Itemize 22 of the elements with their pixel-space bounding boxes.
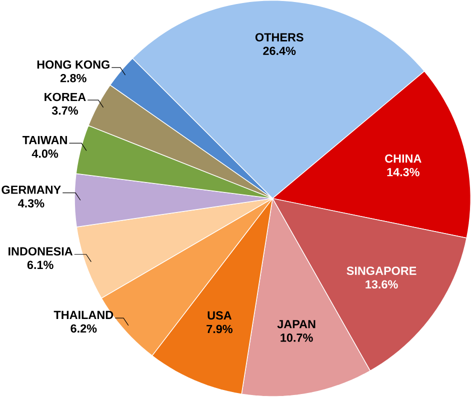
data-label: 6.1% xyxy=(27,260,54,270)
slice-label: SINGAPORE xyxy=(346,266,416,276)
slice-label: INDONESIA xyxy=(8,247,73,256)
data-label: 2.8% xyxy=(60,74,86,82)
data-label: 3.7% xyxy=(52,106,78,115)
data-label: 14.3% xyxy=(387,168,420,176)
slice-label: OTHERS xyxy=(255,33,304,42)
slice-label: CHINA xyxy=(385,154,422,163)
slice-label: TAIWAN xyxy=(22,136,67,144)
data-label: 6.2% xyxy=(70,324,97,333)
slice-label: HONG KONG xyxy=(37,60,110,69)
slice-label: THAILAND xyxy=(54,310,114,320)
slice-label: JAPAN xyxy=(277,320,316,328)
data-label: 10.7% xyxy=(280,334,313,342)
data-label: 7.9% xyxy=(206,324,233,334)
slice-label: USA xyxy=(208,311,232,320)
slice-label: GERMANY xyxy=(2,186,61,194)
data-label: 13.6% xyxy=(366,280,398,289)
data-label: 4.0% xyxy=(32,150,58,158)
data-label: 4.3% xyxy=(18,199,44,208)
slice-label: KOREA xyxy=(44,92,86,102)
data-label: 26.4% xyxy=(263,46,296,56)
